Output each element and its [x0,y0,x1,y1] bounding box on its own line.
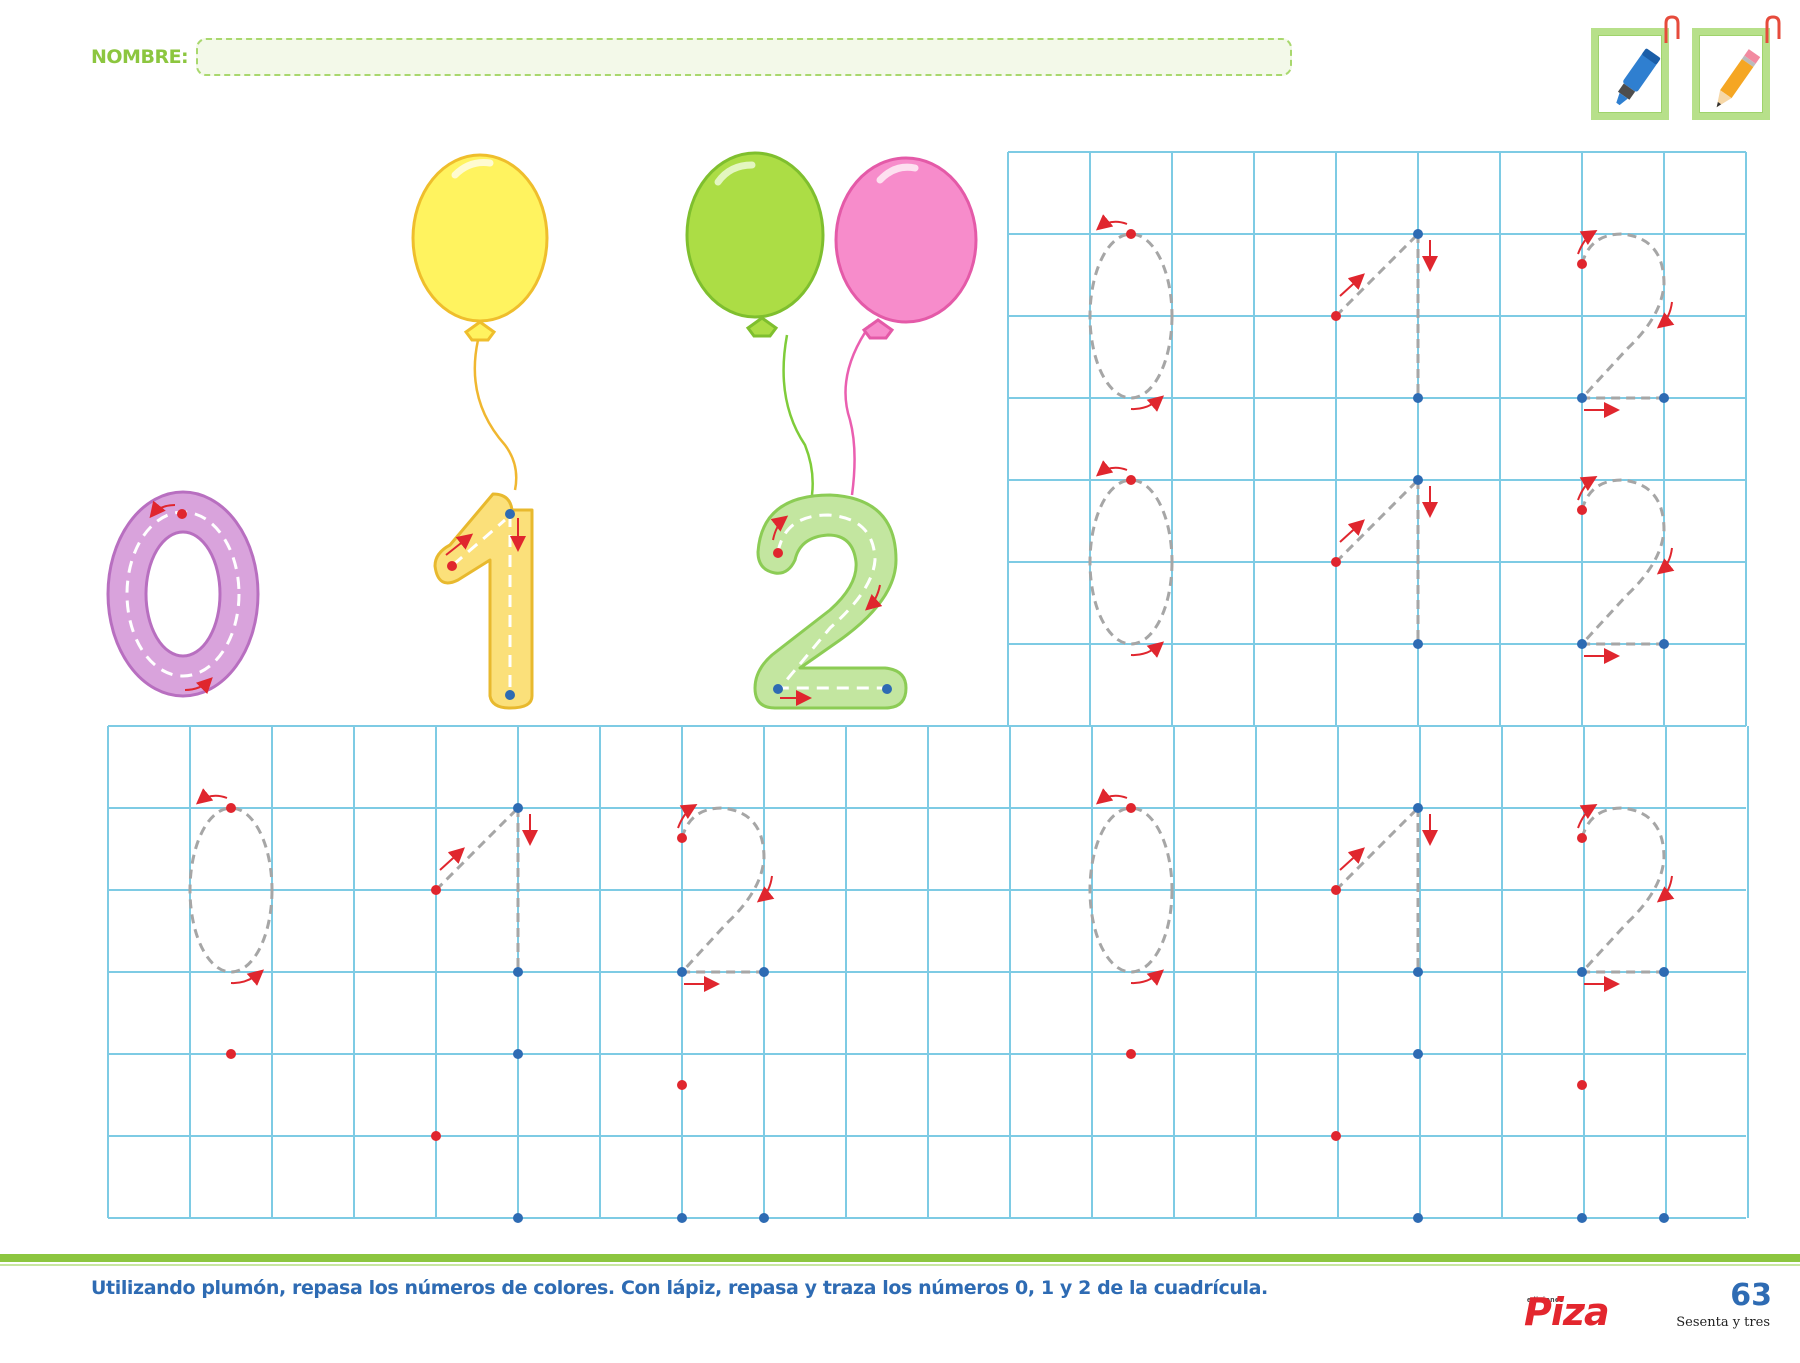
start-dot [1126,803,1136,813]
direction-arrow [1577,475,1598,501]
paperclip-icon [1664,15,1680,43]
start-dot [1126,229,1136,239]
end-dot [759,1213,769,1223]
big-digit-0 [106,490,260,698]
end-dot [759,967,769,977]
direction-arrow [1130,969,1165,986]
direction-arrow [1577,803,1598,829]
paperclip-icon [1765,15,1781,43]
trace-two [1578,478,1666,646]
tracing-guides [188,214,1675,1223]
start-dot [1577,1080,1587,1090]
end-dot [513,1213,523,1223]
trace-one-flag [1334,806,1420,892]
direction-arrow [195,788,228,805]
direction-arrow [1656,547,1675,575]
end-dot [1659,639,1669,649]
worksheet [106,151,1749,1223]
page-number: 63 [1730,1278,1772,1313]
end-dot [1413,393,1423,403]
start-dot [226,1049,236,1059]
end-dot [1577,1213,1587,1223]
trace-two [1578,806,1666,974]
direction-arrow [1339,273,1365,297]
direction-arrow [1130,395,1165,412]
pencil-icon [1716,49,1761,108]
start-dot [1413,803,1423,813]
marker-badge [1591,15,1680,120]
start-dot [1413,475,1423,485]
start-dot [1331,557,1341,567]
footer-divider-thin [0,1264,1800,1266]
start-dot [1413,229,1423,239]
direction-arrow [230,969,265,986]
start-dot [431,885,441,895]
yellow-balloon [411,153,549,342]
pencil-badge [1692,15,1781,120]
end-dot [1413,967,1423,977]
trace-one-flag [1334,232,1420,318]
end-dot [1413,639,1423,649]
end-dot [1577,639,1587,649]
direction-arrow [1095,460,1128,477]
start-dot [1577,505,1587,515]
start-dot [1331,885,1341,895]
big-digit-2 [753,493,908,710]
end-dot [1659,1213,1669,1223]
direction-arrow [1130,641,1165,658]
trace-zero [188,806,274,974]
end-dot [677,1213,687,1223]
start-dot [1577,833,1587,843]
marker-icon [1616,48,1661,106]
green-balloon [685,151,825,338]
end-dot [1659,393,1669,403]
trace-zero [1088,478,1174,646]
end-dot [1659,967,1669,977]
start-dot [431,1131,441,1141]
start-dot [513,803,523,813]
start-dot [513,1049,523,1059]
direction-arrow [1577,229,1598,255]
start-dot [1126,1049,1136,1059]
start-dot [1331,1131,1341,1141]
direction-arrow [1656,301,1675,329]
start-dot [677,1080,687,1090]
name-field[interactable] [196,38,1292,76]
end-dot [1413,1213,1423,1223]
footer-divider [0,1254,1800,1262]
direction-arrow [1095,788,1128,805]
end-dot [513,967,523,977]
big-digit-1 [433,492,534,710]
publisher-tag: ediciones [1527,1297,1564,1304]
direction-arrow [677,803,698,829]
direction-arrow [1656,875,1675,903]
trace-one-flag [434,806,520,892]
trace-one-flag [1334,478,1420,564]
direction-arrow [439,847,465,871]
trace-zero [1088,806,1174,974]
pink-balloon [834,156,978,340]
start-dot [1577,259,1587,269]
name-label: NOMBRE: [91,46,189,68]
trace-zero [1088,232,1174,400]
start-dot [677,833,687,843]
tracing-grid [107,151,1749,1219]
instruction-text: Utilizando plumón, repasa los números de… [91,1277,1268,1299]
direction-arrow [1095,214,1128,231]
direction-arrow [756,875,775,903]
start-dot [1126,475,1136,485]
page-number-words: Sesenta y tres [1676,1315,1770,1330]
start-dot [1331,311,1341,321]
end-dot [1577,967,1587,977]
start-dot [1413,1049,1423,1059]
start-dot [226,803,236,813]
trace-two [1578,232,1666,400]
end-dot [677,967,687,977]
end-dot [1577,393,1587,403]
trace-two [678,806,766,974]
direction-arrow [1339,519,1365,543]
direction-arrow [1339,847,1365,871]
publisher-logo: Piza [1524,1290,1610,1334]
